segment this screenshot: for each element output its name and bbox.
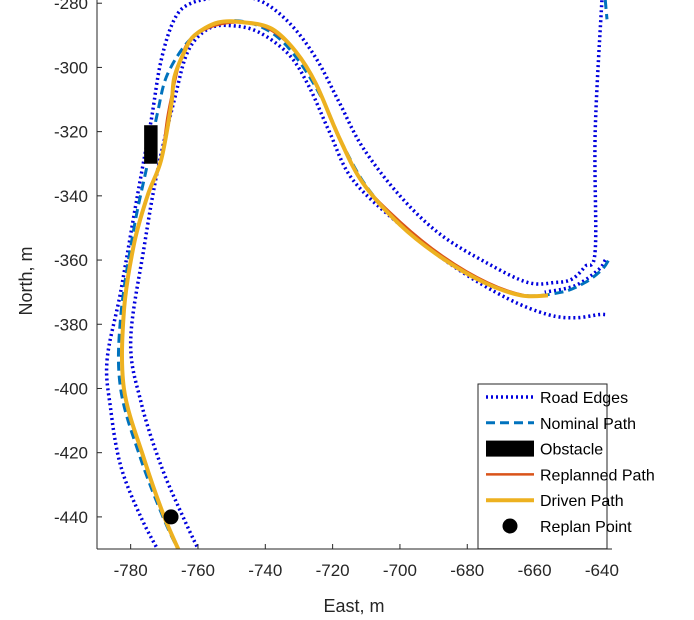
x-tick-label: -680 <box>450 561 484 580</box>
legend-swatch-obstacle <box>486 440 534 457</box>
y-tick-label: -360 <box>54 251 88 270</box>
series-layer <box>104 0 610 549</box>
x-tick-label: -660 <box>518 561 552 580</box>
obstacle-patch <box>144 125 158 164</box>
y-axis-label: North, m <box>16 246 36 315</box>
y-tick-label: -340 <box>54 187 88 206</box>
x-tick-label: -740 <box>248 561 282 580</box>
road-edges-line-1 <box>104 0 604 549</box>
legend-label-obstacle: Obstacle <box>540 442 603 459</box>
x-tick-label: -780 <box>114 561 148 580</box>
road-edges-line-3 <box>544 259 607 294</box>
legend-label-road-edges: Road Edges <box>540 390 628 407</box>
y-tick-label: -380 <box>54 315 88 334</box>
legend-label-nominal-path: Nominal Path <box>540 416 636 433</box>
y-tick-label: -400 <box>54 379 88 398</box>
x-tick-label: -640 <box>585 561 619 580</box>
replan-point-marker <box>163 509 179 525</box>
y-tick-label: -440 <box>54 508 88 527</box>
legend-label-replan-point: Replan Point <box>540 519 632 536</box>
legend-label-replanned-path: Replanned Path <box>540 467 655 484</box>
x-axis-label: East, m <box>323 596 384 616</box>
x-tick-label: -700 <box>383 561 417 580</box>
y-tick-label: -320 <box>54 123 88 142</box>
nominal-path-line-2 <box>603 0 609 20</box>
y-tick-label: -420 <box>54 444 88 463</box>
nominal-path-line-1 <box>116 19 610 549</box>
driven-path-line-1 <box>119 19 549 549</box>
legend-label-driven-path: Driven Path <box>540 493 624 510</box>
y-tick-label: -300 <box>54 58 88 77</box>
legend-swatch-replan-point <box>502 518 518 534</box>
x-tick-label: -760 <box>181 561 215 580</box>
x-tick-label: -720 <box>316 561 350 580</box>
y-tick-label: -280 <box>54 0 88 13</box>
legend: Road Edges Nominal Path Obstacle Replanned … <box>477 383 655 550</box>
legend-box <box>477 383 608 550</box>
